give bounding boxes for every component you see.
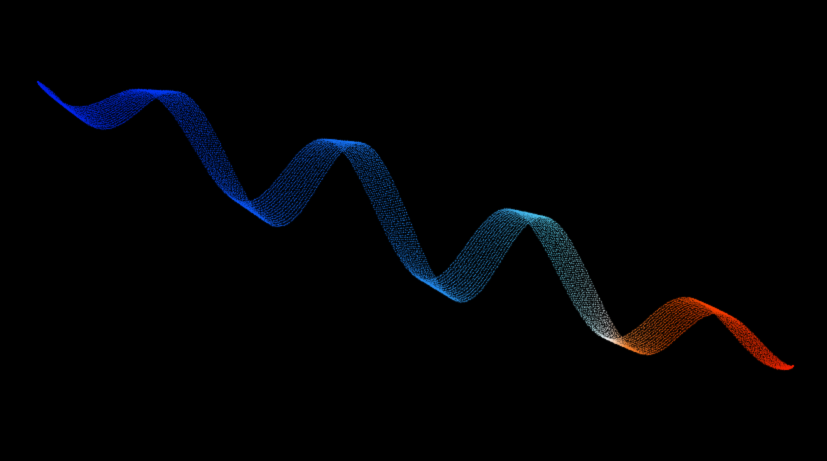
sine-ribbon-canvas bbox=[0, 0, 827, 461]
visualization-stage: Sine Ribbon Wave Visualization Phase-shi… bbox=[0, 0, 827, 461]
